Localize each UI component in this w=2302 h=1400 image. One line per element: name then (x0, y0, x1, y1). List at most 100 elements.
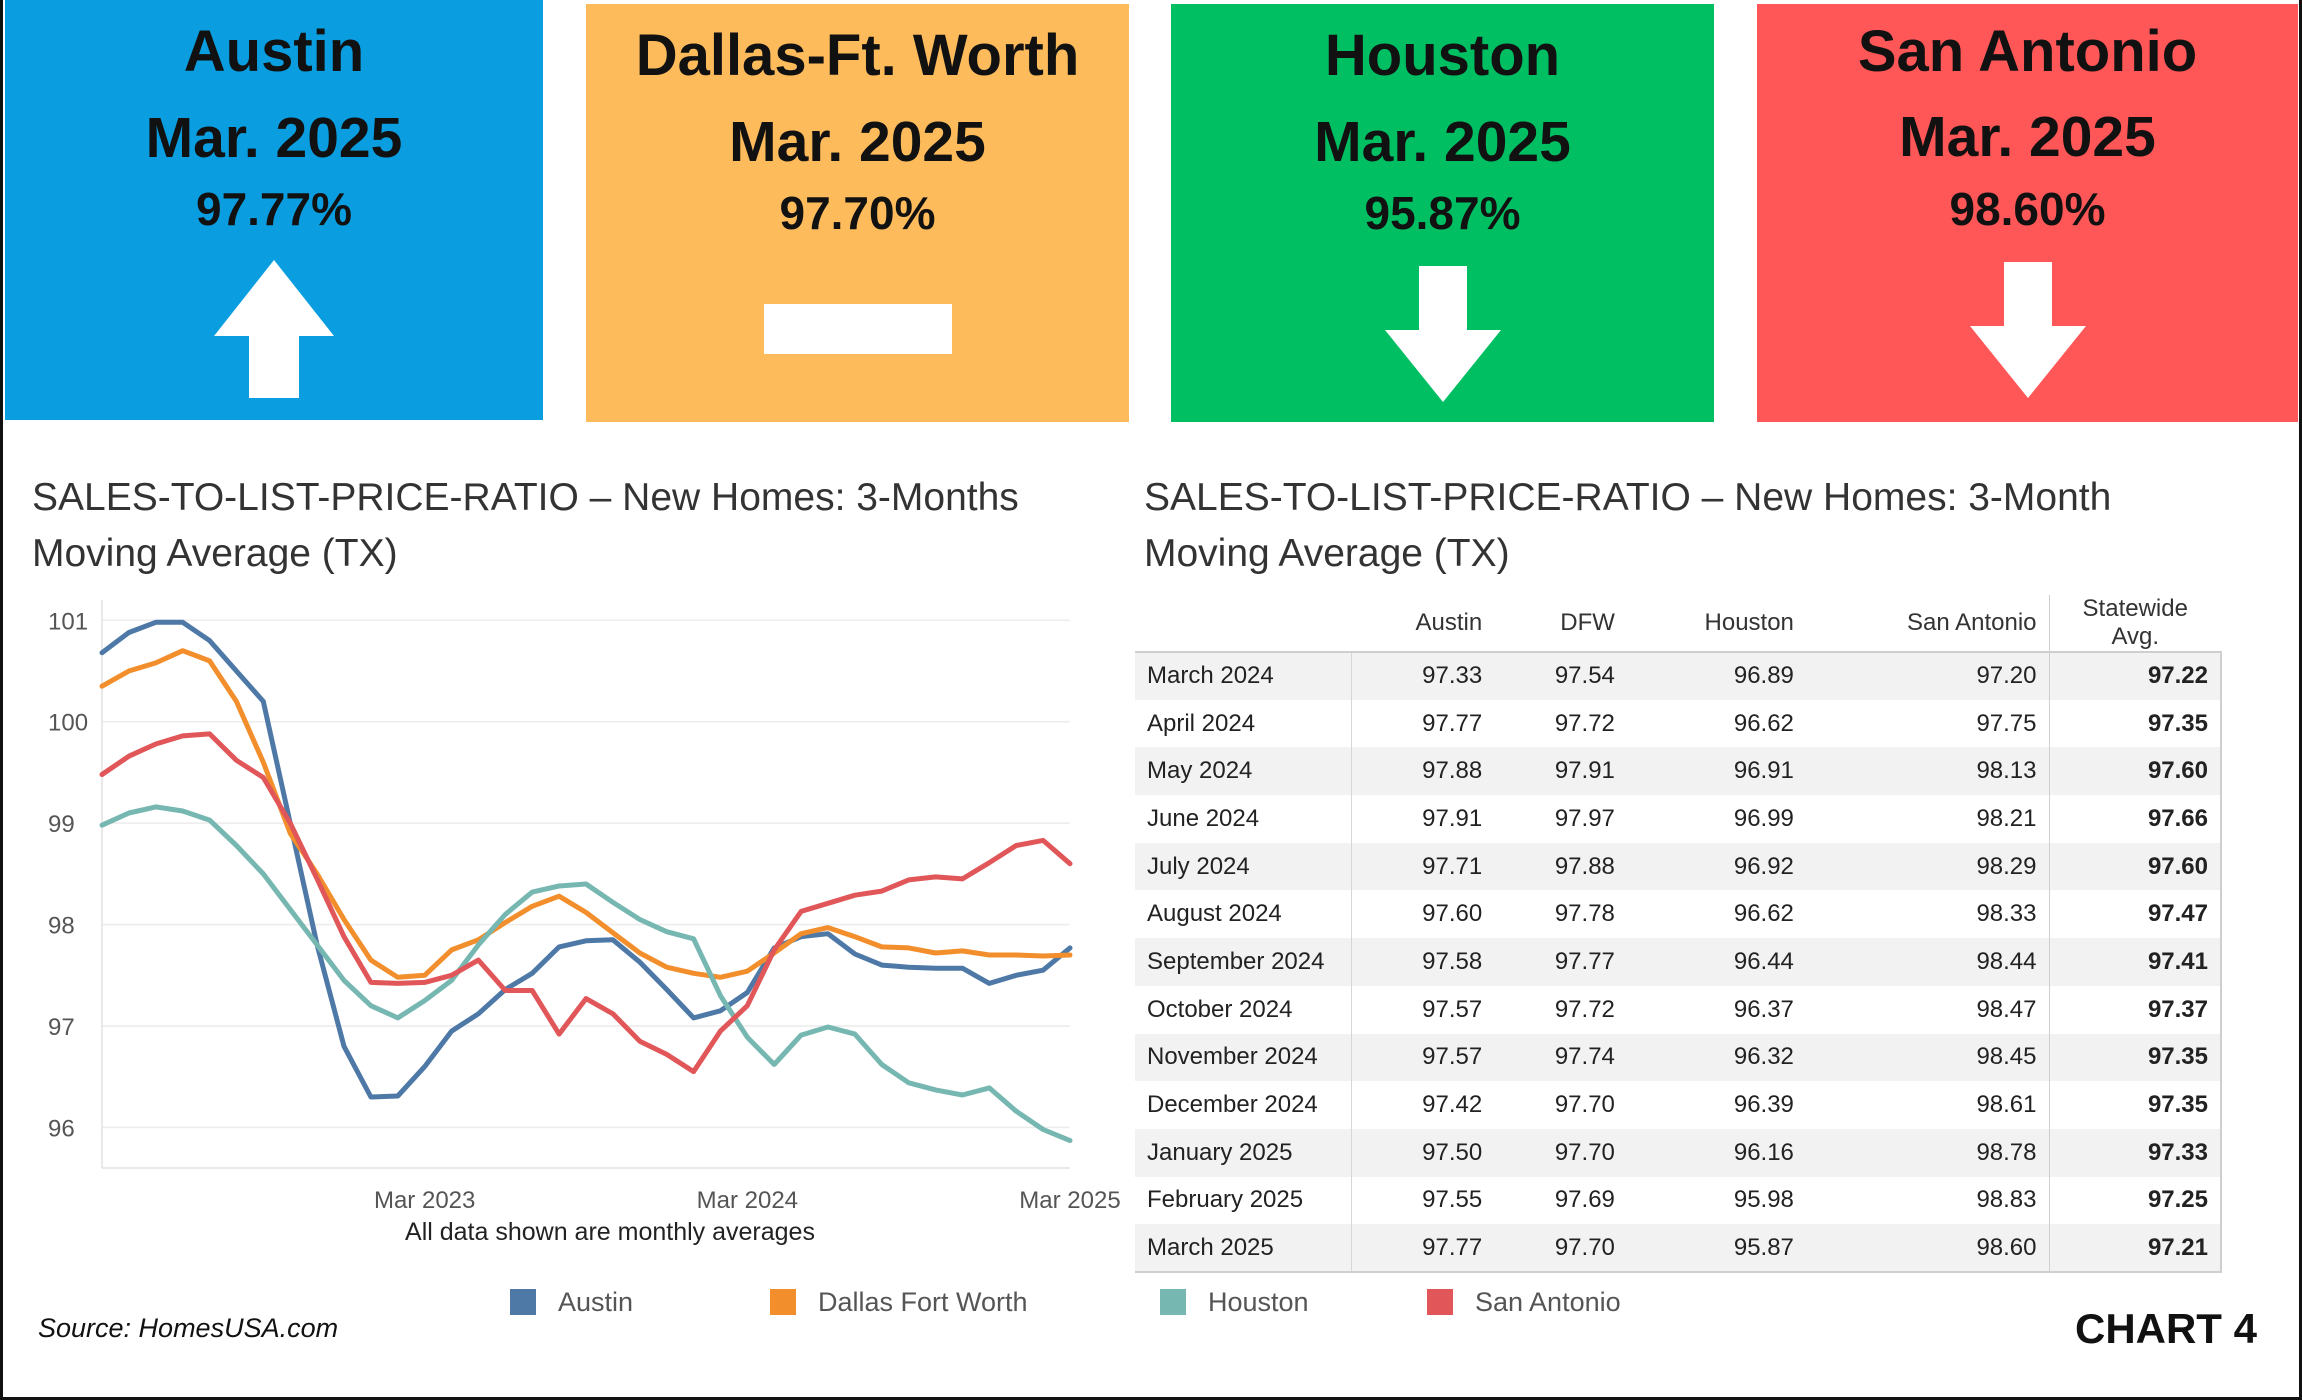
series-line-dallas-fort-worth (99, 648, 1073, 980)
row-label: January 2025 (1135, 1128, 1352, 1177)
table-cell: 97.54 (1494, 652, 1627, 700)
table-cell: 97.71 (1351, 842, 1495, 891)
table-cell: 97.70 (1494, 1128, 1627, 1177)
title-line: SALES-TO-LIST-PRICE-RATIO – New Homes: 3… (32, 476, 1019, 519)
row-label: September 2024 (1135, 938, 1352, 986)
table-row: August 2024 97.60 97.78 96.62 98.33 97.47 (1135, 890, 2222, 939)
card-san-antonio: San Antonio Mar. 2025 98.60% (1757, 4, 2298, 422)
table-cell: 96.39 (1733, 1091, 1794, 1119)
table-cell: 97.41 (2048, 938, 2222, 986)
legend-swatch (1160, 1289, 1186, 1315)
card-month: Mar. 2025 (145, 106, 403, 170)
table-title: SALES-TO-LIST-PRICE-RATIO – New Homes: 3… (1144, 470, 2111, 582)
table-cell: 96.44 (1626, 938, 1806, 986)
down-arrow-icon (1384, 266, 1501, 402)
card-city: Austin (183, 19, 365, 84)
legend-label: Austin (558, 1286, 634, 1317)
up-arrow-icon (214, 260, 334, 398)
table-header: DFW (1494, 595, 1627, 653)
table-cell: 98.33 (1976, 900, 2037, 928)
title-line: Moving Average (TX) (32, 532, 398, 575)
table-cell: 96.37 (1733, 995, 1794, 1023)
table-row: June 2024 97.91 97.97 96.99 98.21 97.66 (1135, 795, 2222, 843)
y-tick-label: 100 (48, 710, 88, 737)
title-line: Moving Average (TX) (1144, 532, 1510, 575)
card-dallas-ft-worth: Dallas-Ft. Worth Mar. 2025 97.70% (586, 4, 1129, 422)
table-row: March 2025 97.77 97.70 95.87 98.60 97.21 (1135, 1224, 2222, 1272)
table-cell: 98.29 (1805, 842, 2049, 891)
row-label: November 2024 (1135, 1033, 1352, 1082)
card-city: Houston (1324, 23, 1561, 88)
table-cell: 98.45 (1805, 1033, 2049, 1082)
row-label: July 2024 (1135, 842, 1352, 891)
row-label: August 2024 (1135, 890, 1352, 939)
source-note: Source: HomesUSA.com (38, 1313, 339, 1343)
table-cell: 97.78 (1554, 900, 1615, 928)
table-cell: 97.72 (1554, 995, 1615, 1023)
card-austin: Austin Mar. 2025 97.77% (5, 0, 543, 420)
card-value: 97.70% (779, 187, 936, 239)
table-cell: 97.70 (1554, 1091, 1615, 1119)
table-row: November 2024 97.57 97.74 96.32 98.45 97.35 (1135, 1033, 2222, 1082)
table-cell: 97.75 (1976, 709, 2037, 737)
table-cell: 98.47 (1976, 995, 2037, 1023)
row-label: October 2024 (1135, 985, 1352, 1034)
y-tick-label: 101 (48, 608, 88, 635)
table-cell: 97.70 (1494, 1224, 1627, 1272)
table-cell: 96.62 (1733, 900, 1794, 928)
table-cell: 97.66 (2048, 795, 2222, 843)
legend-item-austin: Austin (510, 1280, 633, 1324)
table-body: March 2024 97.33 97.54 96.89 97.20 97.22 April… (1135, 652, 2222, 1272)
table-header: Statewide Avg. (2048, 595, 2221, 653)
series-line-houston (99, 804, 1073, 1144)
card-houston: Houston Mar. 2025 95.87% (1171, 4, 1714, 422)
card-month: Mar. 2025 (1899, 105, 2156, 169)
table-cell: 97.33 (1351, 652, 1495, 700)
table-cell: 97.50 (1351, 1128, 1495, 1177)
table-cell: 96.16 (1626, 1128, 1806, 1177)
table-row: January 2025 97.50 97.70 96.16 98.78 97.33 (1135, 1128, 2222, 1177)
table-cell: 96.92 (1626, 842, 1806, 891)
legend-label: San Antonio (1475, 1286, 1621, 1317)
table-cell: 95.98 (1733, 1186, 1794, 1214)
legend-item-dallas-fort-worth: Dallas Fort Worth (770, 1280, 1028, 1324)
line-chart: 96 97 98 99 100 101 Mar 2023 Mar 2024 Mar 2025 (48, 600, 1121, 1214)
table-cell: 97.74 (1494, 1033, 1627, 1082)
table-cell: 97.58 (1351, 938, 1495, 986)
table-cell: 97.57 (1422, 995, 1483, 1023)
legend-swatch (770, 1289, 796, 1315)
row-label: December 2024 (1135, 1081, 1352, 1129)
legend-label: Houston (1208, 1286, 1309, 1317)
table-cell: 98.21 (1976, 804, 2037, 832)
table-cell: 97.35 (2048, 1081, 2222, 1129)
card-value: 98.60% (1949, 183, 2106, 235)
table-cell: 97.35 (2048, 699, 2222, 748)
x-tick-label: Mar 2024 (697, 1187, 798, 1214)
ratio-table: Austin DFW Houston San Antonio Statewide… (1135, 595, 2222, 1273)
table-cell: 97.25 (2048, 1176, 2222, 1225)
card-value: 95.87% (1364, 187, 1521, 239)
row-label: March 2025 (1135, 1224, 1352, 1272)
row-label: June 2024 (1135, 795, 1352, 843)
table-cell: 97.35 (2048, 1033, 2222, 1082)
table-header: San Antonio (1805, 595, 2049, 653)
legend-swatch (510, 1289, 536, 1315)
table-cell: 97.88 (1351, 747, 1495, 796)
y-tick-label: 99 (48, 811, 75, 838)
table-cell: 97.77 (1422, 709, 1483, 737)
chart-label: CHART 4 (2074, 1305, 2257, 1352)
card-value: 97.77% (195, 183, 352, 235)
series-line-austin (99, 619, 1073, 1100)
x-tick-label: Mar 2023 (374, 1187, 475, 1214)
table-cell: 96.89 (1626, 652, 1806, 700)
table-cell: 97.60 (2048, 842, 2222, 891)
table-cell: 97.91 (1494, 747, 1627, 796)
table-row: May 2024 97.88 97.91 96.91 98.13 97.60 (1135, 747, 2222, 796)
table-cell: 97.42 (1422, 1091, 1483, 1119)
table-cell: 97.37 (2048, 985, 2222, 1034)
table-cell: 98.44 (1805, 938, 2049, 986)
table-row: March 2024 97.33 97.54 96.89 97.20 97.22 (1135, 652, 2222, 700)
card-month: Mar. 2025 (729, 110, 986, 174)
table-row: July 2024 97.71 97.88 96.92 98.29 97.60 (1135, 842, 2222, 891)
